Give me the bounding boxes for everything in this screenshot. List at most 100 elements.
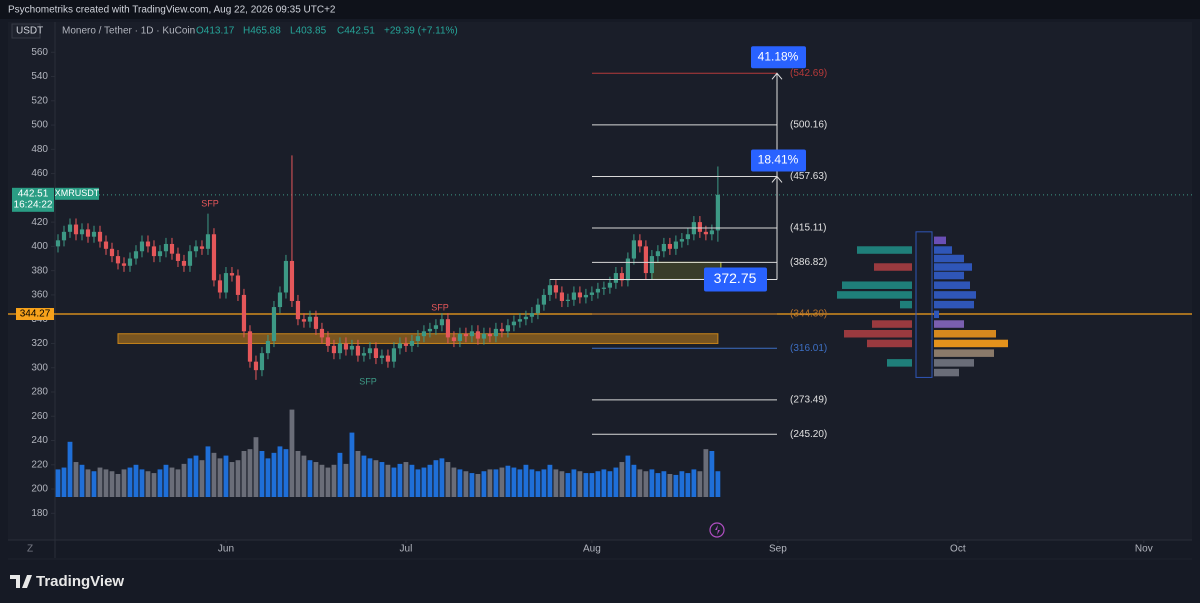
volume-bar [643,471,649,497]
volume-bar [445,462,451,497]
candle-body [511,321,517,326]
volume-bar [259,451,265,497]
candle-body [361,353,367,356]
volume-bar [511,467,517,497]
fib-level-label: (245.20) [790,429,827,440]
profile-bar [837,291,912,299]
fib-level-label: (273.49) [790,395,827,406]
volume-bar [181,463,187,497]
volume-bar [433,460,439,497]
candle-body [61,231,67,241]
y-tick-label: 280 [31,387,48,398]
volume-bar [403,462,409,497]
volume-bar [199,460,205,497]
y-tick-label: 400 [31,241,48,252]
arrow-head [771,72,783,80]
y-tick-label: 200 [31,484,48,495]
volume-bar [475,474,481,497]
volume-bar [133,464,139,497]
candle-body [643,246,648,274]
volume-bar [691,469,697,497]
candle-body [121,263,127,266]
candle-body [391,348,397,362]
y-tick-label: 220 [31,459,48,470]
candle-body [103,241,109,249]
candle-body [451,337,457,342]
fib-level-label: (500.16) [790,120,827,131]
profile-bar [900,300,912,309]
event-icon[interactable] [709,522,725,538]
candle-body [169,243,175,254]
ohlc-legend: O413.17 [196,26,235,37]
volume-bar [637,469,643,497]
candle-body [235,275,241,295]
zoom-icon[interactable]: Z [27,544,33,555]
profile-bar [934,339,1008,348]
volume-bar [679,471,685,497]
volume-bar [193,455,199,497]
y-tick-label: 240 [31,435,48,446]
volume-bar [289,409,295,497]
candle-body [343,343,349,350]
candle-body [445,319,451,338]
logo-mark [10,575,32,588]
price-tag-label: 442.51 [18,188,49,199]
volume-bar [457,469,463,497]
fib-level-label: (316.01) [790,343,827,354]
header-text: Psychometriks created with TradingView.c… [8,5,336,16]
candle-body [463,333,469,337]
price-tag [16,308,54,321]
y-tick-label: 360 [31,290,48,301]
candle-body [301,319,307,322]
volume-bar [379,462,385,497]
volume-bar [139,469,145,497]
volume-bar [385,464,391,497]
volume-bar [535,471,541,497]
volume-bar [427,464,433,497]
candle-body [337,343,343,354]
candle-body [619,273,624,281]
candle-body [91,231,97,237]
volume-bar [337,452,343,497]
volume-bar [235,460,241,497]
currency: USDT [16,26,43,37]
candle-body [259,353,265,371]
volume-bar [91,471,97,497]
y-tick-label: 560 [31,47,48,58]
candle-body [685,234,690,240]
y-tick-label: 480 [31,144,48,155]
volume-bar [325,467,331,497]
candle-body [97,231,103,242]
profile-bar [842,281,912,289]
y-tick-label: 460 [31,168,48,179]
profile-bar [872,320,912,328]
volume-bar [295,451,301,497]
measure-label-box [704,267,767,292]
candle-body [73,224,79,235]
y-tick-label: 520 [31,95,48,106]
volume-bar [703,449,709,497]
volume-bar [505,465,511,497]
sfp-label: SFP [431,302,449,312]
candle-body [175,253,181,261]
volume-bar [553,469,559,497]
volume-bar [661,471,667,497]
candle-body [133,251,139,259]
volume-bar [619,462,625,497]
header-bar [0,0,1200,19]
candle-body [409,341,415,346]
profile-bar [867,339,912,348]
candle-body [199,246,205,249]
volume-bar [655,473,661,497]
candle-body [673,241,678,249]
volume-bar [115,474,121,497]
ohlc-legend: L403.85 [290,26,327,37]
profile-bar [934,236,946,245]
profile-bar [934,246,952,254]
candle-body [571,292,577,300]
profile-bar [874,263,912,271]
candle-body [211,234,217,281]
candle-body [67,224,73,232]
